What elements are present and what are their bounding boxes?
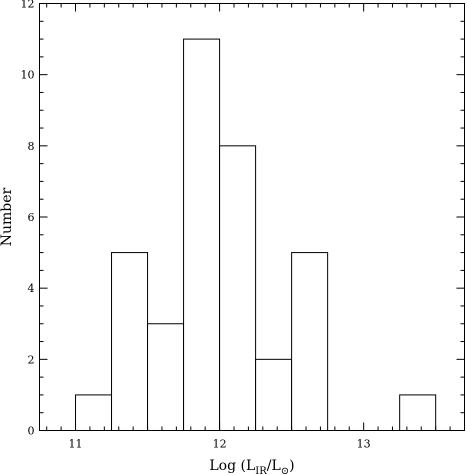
plot-frame <box>39 3 465 431</box>
histogram-bar-2 <box>147 323 185 431</box>
histogram-bar-0 <box>75 394 113 431</box>
y-tick-label-6: 12 <box>21 0 35 11</box>
x-tick-label-0: 11 <box>69 438 83 451</box>
y-tick-label-2: 4 <box>28 282 35 295</box>
histogram-bar-4 <box>219 145 257 431</box>
x-tick-label-1: 12 <box>213 438 227 451</box>
histogram-bar-1 <box>111 252 149 431</box>
histogram-bar-9 <box>399 394 437 431</box>
histogram-bar-5 <box>255 358 293 432</box>
y-tick-label-5: 10 <box>21 69 35 82</box>
y-tick-label-0: 0 <box>28 425 35 438</box>
y-axis-label: Number <box>0 187 15 246</box>
y-tick-label-3: 6 <box>28 211 35 224</box>
x-axis-label: Log (LIR/L⊙) <box>209 458 294 475</box>
histogram-bar-6 <box>291 252 329 431</box>
y-tick-label-1: 2 <box>28 353 35 366</box>
x-tick-label-2: 13 <box>357 438 371 451</box>
bars-group <box>75 38 437 432</box>
y-tick-label-4: 8 <box>28 140 35 153</box>
histogram-bar-3 <box>183 38 221 431</box>
